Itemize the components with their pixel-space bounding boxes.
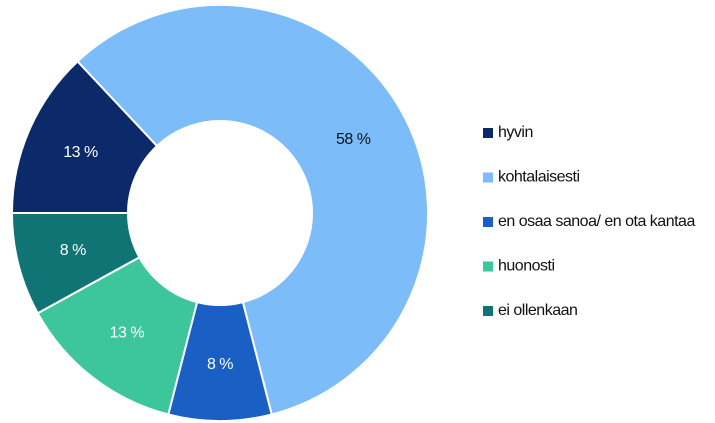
data-label: 58 % [336, 131, 371, 148]
donut-slice [10, 212, 141, 315]
legend-label: en osaa sanoa/ en ota kantaa [498, 213, 695, 230]
legend-label: hyvin [498, 124, 533, 141]
data-label: 13 % [63, 144, 98, 161]
legend-swatch [483, 306, 493, 316]
legend-label: kohtalaisesti [498, 169, 580, 186]
donut-slice [10, 59, 159, 214]
donut-slice [36, 255, 199, 416]
legend-swatch [483, 217, 493, 227]
legend-swatch [483, 261, 493, 272]
legend-swatch [483, 172, 493, 183]
legend-label: huonosti [498, 258, 555, 275]
donut-slice [76, 4, 429, 416]
legend-label: ei ollenkaan [498, 302, 577, 319]
data-label: 13 % [110, 324, 145, 341]
data-label: 8 % [60, 242, 86, 259]
data-label: 8 % [207, 356, 233, 373]
legend-swatch [483, 128, 493, 138]
